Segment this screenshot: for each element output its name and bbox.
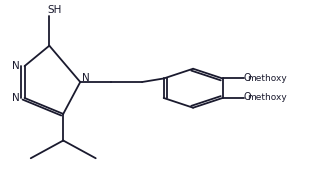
Text: O: O [244,92,251,102]
Text: methoxy: methoxy [247,93,287,102]
Text: O: O [244,73,251,83]
Text: N: N [12,61,20,71]
Text: SH: SH [48,5,62,15]
Text: N: N [82,73,90,83]
Text: methoxy: methoxy [247,74,287,83]
Text: N: N [12,93,20,103]
